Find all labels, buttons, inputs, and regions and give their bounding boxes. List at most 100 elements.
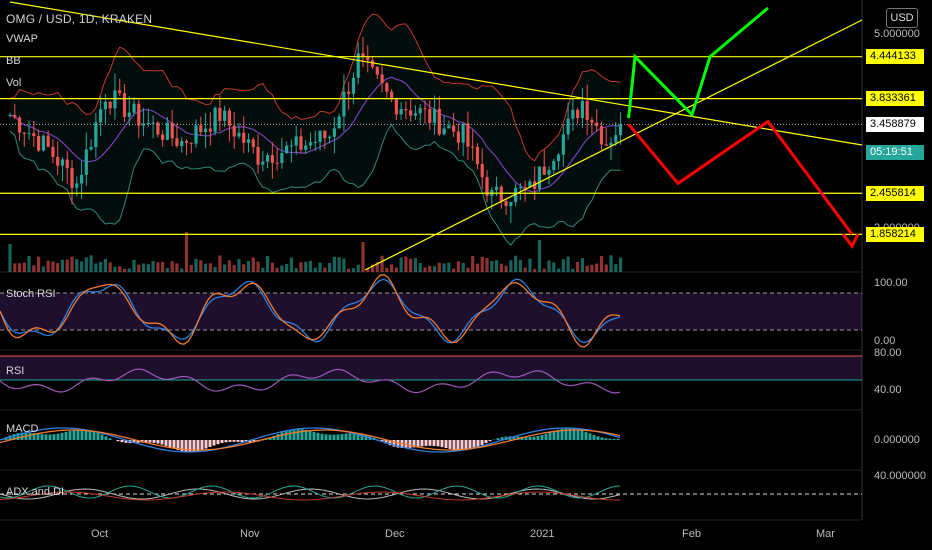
price-tag: 3.458879 — [866, 116, 924, 132]
candle-body — [456, 131, 460, 143]
volume-bar — [609, 255, 613, 272]
volume-bar — [27, 255, 31, 272]
volume-bar — [161, 261, 165, 272]
volume-bar — [60, 259, 65, 272]
volume-bar — [141, 263, 146, 272]
macd-histogram-bar — [276, 434, 280, 440]
candle-body — [442, 128, 446, 135]
macd-histogram-bar — [296, 428, 300, 440]
macd-histogram-bar — [412, 440, 416, 448]
indicator-label-stoch-rsi[interactable]: Stoch RSI — [6, 288, 56, 300]
volume-bar — [509, 260, 513, 272]
candle-body — [609, 142, 613, 146]
macd-histogram-bar — [268, 437, 272, 440]
candle-body — [280, 153, 284, 163]
volume-bar — [89, 255, 93, 272]
macd-histogram-bar — [36, 433, 40, 440]
macd-histogram-bar — [612, 438, 616, 440]
indicator-label-adx[interactable]: ADX and DI — [6, 486, 65, 498]
candle-body — [428, 108, 432, 123]
indicator-label-vol[interactable]: Vol — [6, 77, 22, 89]
candle-body — [537, 166, 542, 189]
volume-bar — [452, 268, 456, 272]
volume-bar — [413, 258, 418, 272]
indicator-label-rsi[interactable]: RSI — [6, 365, 25, 377]
candle-body — [60, 159, 65, 166]
macd-histogram-bar — [56, 433, 60, 440]
volume-bar — [108, 262, 112, 272]
minus-di-line — [0, 491, 620, 501]
macd-histogram-bar — [228, 440, 232, 442]
macd-histogram-bar — [104, 436, 108, 440]
volume-bar — [566, 256, 570, 272]
candle-body — [118, 90, 122, 94]
macd-histogram-bar — [380, 440, 384, 442]
candle-body — [194, 125, 198, 144]
macd-histogram-bar — [512, 436, 516, 440]
candle-body — [232, 125, 236, 137]
macd-histogram-bar — [32, 433, 36, 440]
volume-bar — [32, 265, 36, 272]
volume-bar — [356, 264, 360, 272]
candle-body — [556, 154, 561, 162]
candle-body — [146, 122, 150, 124]
volume-bar — [437, 262, 441, 272]
candle-body — [108, 101, 112, 109]
volume-bar — [13, 263, 17, 272]
volume-bar — [404, 256, 408, 272]
volume-bar — [576, 261, 580, 272]
indicator-label-vwap[interactable]: VWAP — [6, 33, 38, 45]
candle-body — [566, 118, 570, 135]
macd-histogram-bar — [12, 434, 16, 440]
candle-body — [270, 155, 274, 163]
volume-bar — [84, 257, 88, 272]
macd-histogram-bar — [208, 440, 212, 448]
indicator-label-bb[interactable]: BB — [6, 55, 21, 67]
volume-bar — [599, 256, 604, 272]
candle-body — [485, 177, 489, 196]
candle-body — [265, 155, 270, 162]
macd-histogram-bar — [468, 440, 472, 450]
macd-histogram-bar — [420, 440, 424, 447]
macd-histogram-bar — [144, 440, 148, 443]
volume-bar — [261, 267, 265, 272]
candle-body — [289, 145, 294, 147]
currency-button[interactable]: USD — [886, 8, 918, 28]
macd-histogram-bar — [520, 436, 524, 440]
volume-bar — [180, 268, 184, 272]
volume-bar — [385, 267, 389, 272]
macd-histogram-bar — [204, 440, 208, 449]
candle-body — [199, 125, 203, 132]
candle-body — [56, 156, 60, 166]
macd-histogram-bar — [188, 440, 192, 452]
candle-body — [432, 108, 437, 123]
candle-body — [390, 91, 394, 100]
candle-body — [46, 135, 50, 147]
macd-line — [0, 427, 621, 453]
candle-body — [256, 147, 260, 165]
rsi-band — [0, 356, 862, 380]
candle-body — [423, 108, 427, 110]
candle-body — [213, 107, 217, 132]
indicator-label-macd[interactable]: MACD — [6, 423, 39, 435]
candle-body — [514, 187, 518, 202]
candle-body — [518, 187, 522, 189]
candle-body — [165, 122, 170, 140]
macd-histogram-bar — [496, 438, 500, 440]
x-tick-dec: Dec — [385, 528, 405, 540]
volume-bar — [294, 268, 298, 272]
candle-body — [590, 119, 594, 123]
volume-bar — [113, 266, 117, 272]
macd-histogram-bar — [212, 440, 216, 446]
macd-histogram-bar — [20, 432, 24, 440]
stoch-axis-label-bottom: 0.00 — [874, 335, 896, 347]
candle-body — [413, 113, 418, 116]
candle-body — [17, 117, 22, 133]
macd-histogram-bar — [284, 430, 288, 440]
candle-body — [294, 136, 298, 146]
macd-histogram-bar — [592, 434, 596, 440]
adx-axis-label: 40.000000 — [874, 470, 926, 482]
candle-body — [261, 161, 265, 165]
bullish-projection-path — [627, 6, 769, 119]
